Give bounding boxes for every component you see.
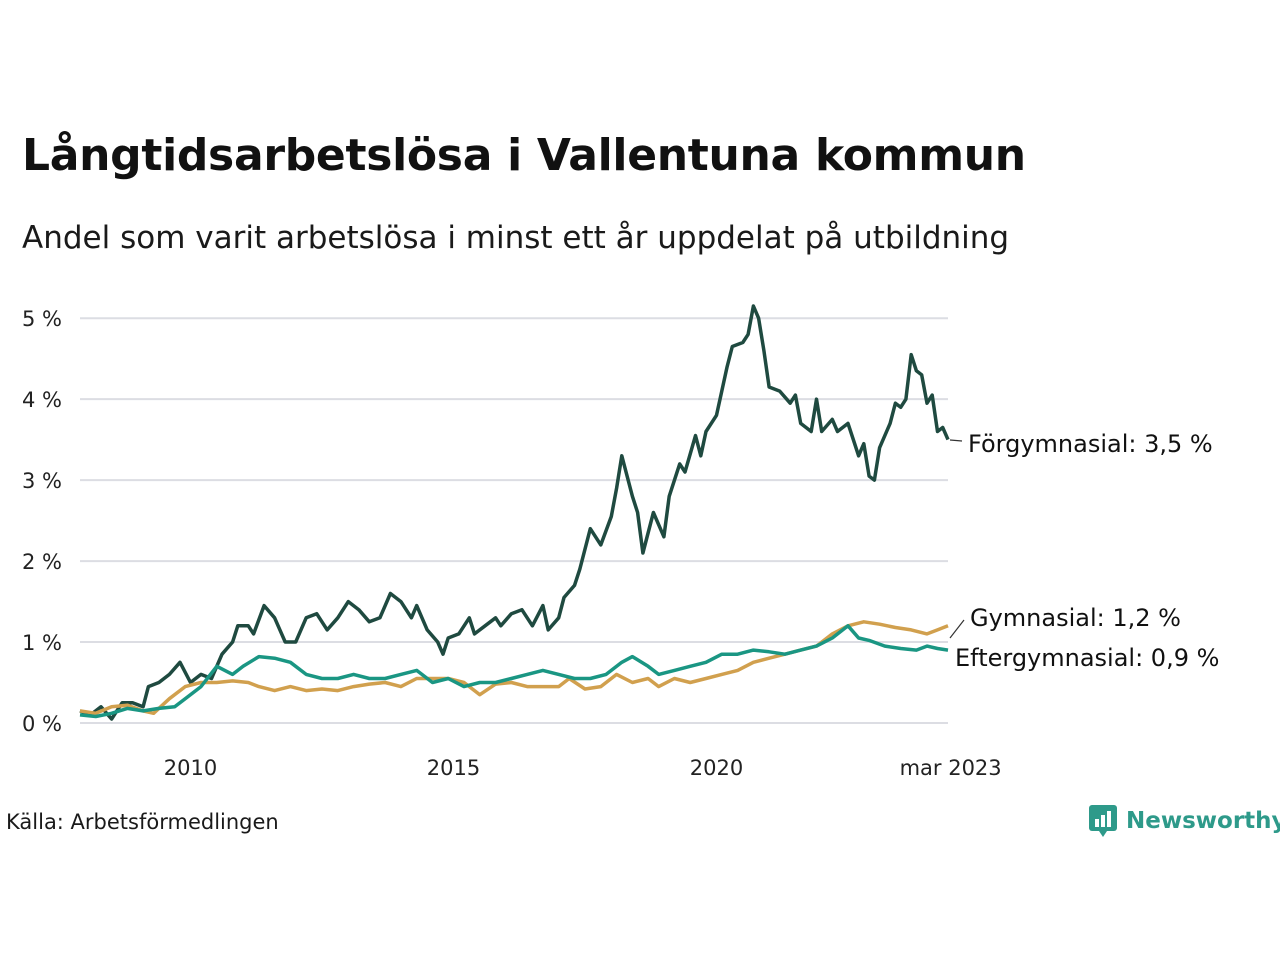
series-line-forgymnasial — [79, 304, 950, 721]
label-leader-line — [949, 619, 965, 639]
chart-title: Långtidsarbetslösa i Vallentuna kommun — [22, 130, 1026, 181]
line-chart: 0 %1 %2 %3 %4 %5 % 2010 2015 2020 mar 2023 … — [22, 304, 1219, 780]
series-end-labels: Förgymnasial: 3,5 % Gymnasial: 1,2 % Efter… — [949, 430, 1219, 672]
gridlines — [80, 317, 948, 724]
y-tick-label: 0 % — [22, 712, 62, 736]
brand-logo: Newsworthy — [1088, 804, 1280, 838]
series-line-eftergymnasial — [79, 624, 949, 719]
y-tick-label: 1 % — [22, 631, 62, 655]
x-tick-label: 2020 — [690, 756, 743, 780]
brand-name: Newsworthy — [1126, 808, 1280, 834]
series-end-label-gymnasial: Gymnasial: 1,2 % — [970, 604, 1181, 632]
newsworthy-logo-icon — [1089, 805, 1117, 837]
x-tick-label: 2015 — [427, 756, 480, 780]
y-tick-label: 4 % — [22, 388, 62, 412]
source-note: Källa: Arbetsförmedlingen — [6, 810, 279, 834]
x-axis-ticks: 2010 2015 2020 mar 2023 — [164, 756, 1002, 780]
y-tick-label: 2 % — [22, 550, 62, 574]
chart-subtitle: Andel som varit arbetslösa i minst ett å… — [22, 220, 1010, 256]
series-lines — [79, 304, 950, 721]
y-tick-label: 5 % — [22, 307, 62, 331]
label-leader-line — [949, 439, 963, 442]
series-end-label-eftergymnasial: Eftergymnasial: 0,9 % — [955, 644, 1219, 672]
series-end-label-forgymnasial: Förgymnasial: 3,5 % — [968, 430, 1213, 458]
x-tick-label: mar 2023 — [900, 756, 1002, 780]
y-tick-label: 3 % — [22, 469, 62, 493]
series-line-gymnasial — [79, 620, 949, 716]
y-axis-ticks: 0 % 1 % 2 % 3 % 4 % 5 % — [22, 307, 62, 736]
x-tick-label: 2010 — [164, 756, 217, 780]
